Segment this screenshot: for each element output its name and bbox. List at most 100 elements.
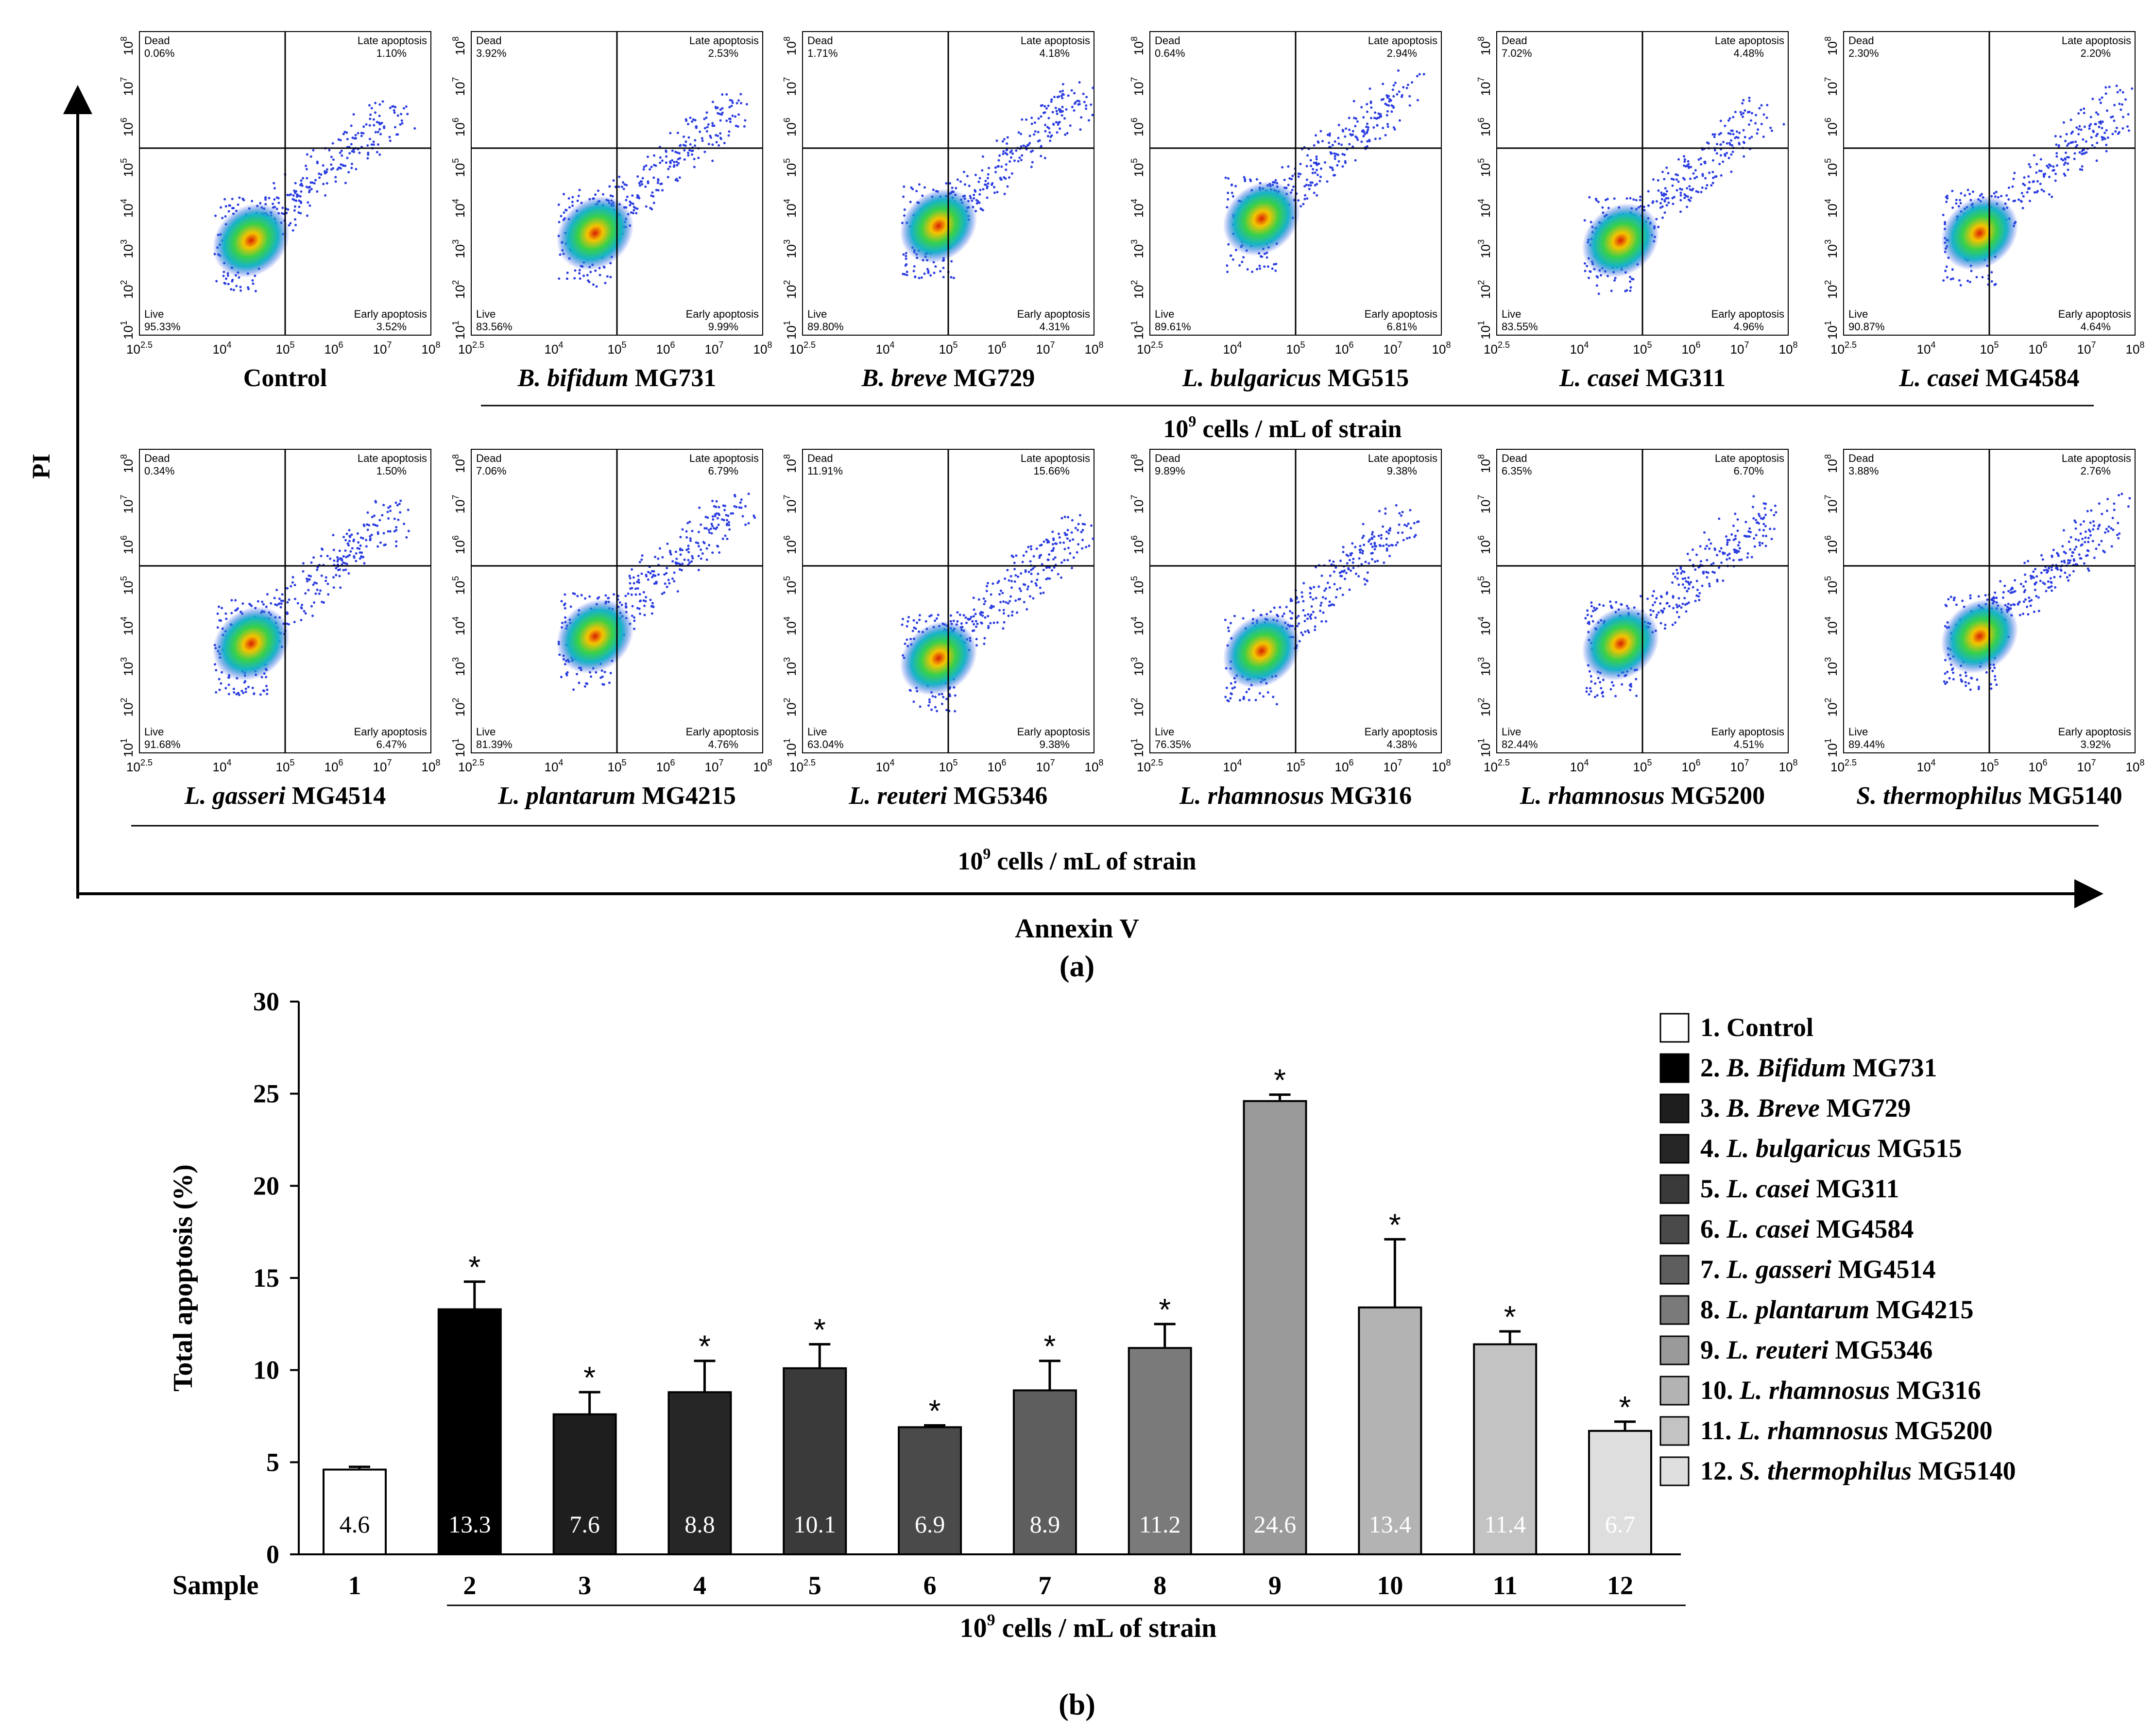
y-tick-label: 108: [782, 36, 799, 55]
event-dot: [1732, 525, 1735, 527]
event-dot: [273, 198, 276, 201]
event-dot: [973, 629, 975, 632]
event-dot: [1337, 153, 1339, 156]
event-dot: [1379, 545, 1382, 547]
event-dot: [906, 273, 908, 276]
y-tick-label: 101: [1823, 321, 1840, 340]
event-dot: [733, 505, 736, 508]
event-dot: [700, 523, 702, 526]
event-dot: [1590, 605, 1593, 608]
event-dot: [1357, 575, 1360, 578]
event-dot: [335, 567, 338, 570]
event-dot: [1309, 615, 1312, 618]
x-tick-label: 105: [608, 340, 627, 357]
event-dot: [1345, 572, 1348, 575]
event-dot: [1259, 267, 1262, 270]
event-dot: [2064, 158, 2067, 161]
event-dot: [1748, 527, 1751, 530]
event-dot: [1009, 600, 1011, 603]
event-dot: [2054, 172, 2057, 175]
event-dot: [700, 548, 702, 551]
event-dot: [930, 708, 933, 711]
event-dot: [1309, 617, 1312, 620]
event-dot: [645, 575, 648, 578]
event-dot: [2050, 580, 2052, 583]
event-dot: [1629, 289, 1632, 292]
event-dot: [638, 593, 641, 596]
event-dot: [294, 205, 296, 208]
event-dot: [1065, 108, 1068, 111]
event-dot: [1713, 547, 1716, 550]
event-dot: [221, 217, 224, 220]
event-dot: [652, 195, 655, 198]
event-dot: [1718, 566, 1721, 569]
event-dot: [612, 179, 615, 182]
event-dot: [322, 164, 325, 167]
event-dot: [1589, 687, 1591, 690]
event-dot: [342, 569, 345, 572]
event-dot: [2113, 509, 2116, 511]
event-dot: [2074, 563, 2077, 566]
quadrant-late-label: Late apoptosis: [2062, 452, 2131, 464]
event-dot: [671, 149, 674, 152]
event-dot: [2105, 129, 2108, 132]
event-dot: [2079, 557, 2082, 560]
event-dot: [2029, 166, 2032, 169]
event-dot: [668, 165, 671, 168]
event-dot: [681, 528, 684, 531]
event-dot: [657, 189, 660, 192]
event-dot: [326, 555, 329, 558]
event-dot: [664, 582, 667, 585]
x-tick-label: 104: [545, 758, 564, 774]
event-dot: [1595, 275, 1598, 278]
event-dot: [359, 557, 361, 560]
event-dot: [2028, 596, 2031, 599]
event-dot: [1685, 580, 1688, 583]
event-dot: [981, 614, 984, 617]
event-dot: [2081, 165, 2084, 168]
event-dot: [1765, 116, 1768, 119]
y-tick-label: 104: [782, 616, 799, 635]
event-dot: [2049, 577, 2052, 580]
event-dot: [1398, 512, 1401, 515]
event-dot: [668, 582, 671, 585]
y-tick-label: 102: [119, 698, 136, 716]
event-dot: [2067, 162, 2069, 165]
event-dot: [1020, 145, 1023, 148]
event-dot: [1299, 172, 1302, 175]
event-dot: [2122, 116, 2125, 119]
event-dot: [634, 593, 637, 596]
event-dot: [1726, 558, 1728, 561]
event-dot: [2060, 157, 2063, 160]
event-dot: [1092, 86, 1094, 89]
event-dot: [300, 619, 303, 622]
event-dot: [1067, 516, 1070, 519]
event-dot: [1758, 107, 1761, 110]
event-dot: [350, 167, 353, 170]
quadrant-late-label: Late apoptosis: [689, 452, 759, 464]
event-dot: [1055, 121, 1058, 124]
event-dot: [1716, 554, 1718, 557]
event-dot: [715, 528, 717, 530]
event-dot: [1726, 142, 1728, 145]
event-dot: [1693, 177, 1696, 180]
event-dot: [1244, 178, 1247, 181]
event-dot: [1694, 568, 1697, 571]
event-dot: [669, 132, 672, 135]
event-dot: [718, 551, 721, 554]
event-dot: [1761, 542, 1764, 545]
event-dot: [1333, 152, 1336, 155]
event-dot: [904, 273, 906, 276]
event-dot: [278, 597, 281, 600]
event-dot: [1315, 596, 1317, 599]
event-dot: [968, 185, 971, 187]
significance-marker: *: [1274, 1063, 1286, 1098]
event-dot: [1351, 552, 1353, 555]
event-dot: [1375, 117, 1378, 120]
event-dot: [929, 274, 932, 277]
event-dot: [1081, 523, 1084, 526]
event-dot: [737, 113, 740, 116]
quadrant-late-label: Late apoptosis: [1021, 34, 1090, 47]
plot-title: B. breve MG729: [861, 364, 1035, 392]
event-dot: [1689, 559, 1692, 562]
